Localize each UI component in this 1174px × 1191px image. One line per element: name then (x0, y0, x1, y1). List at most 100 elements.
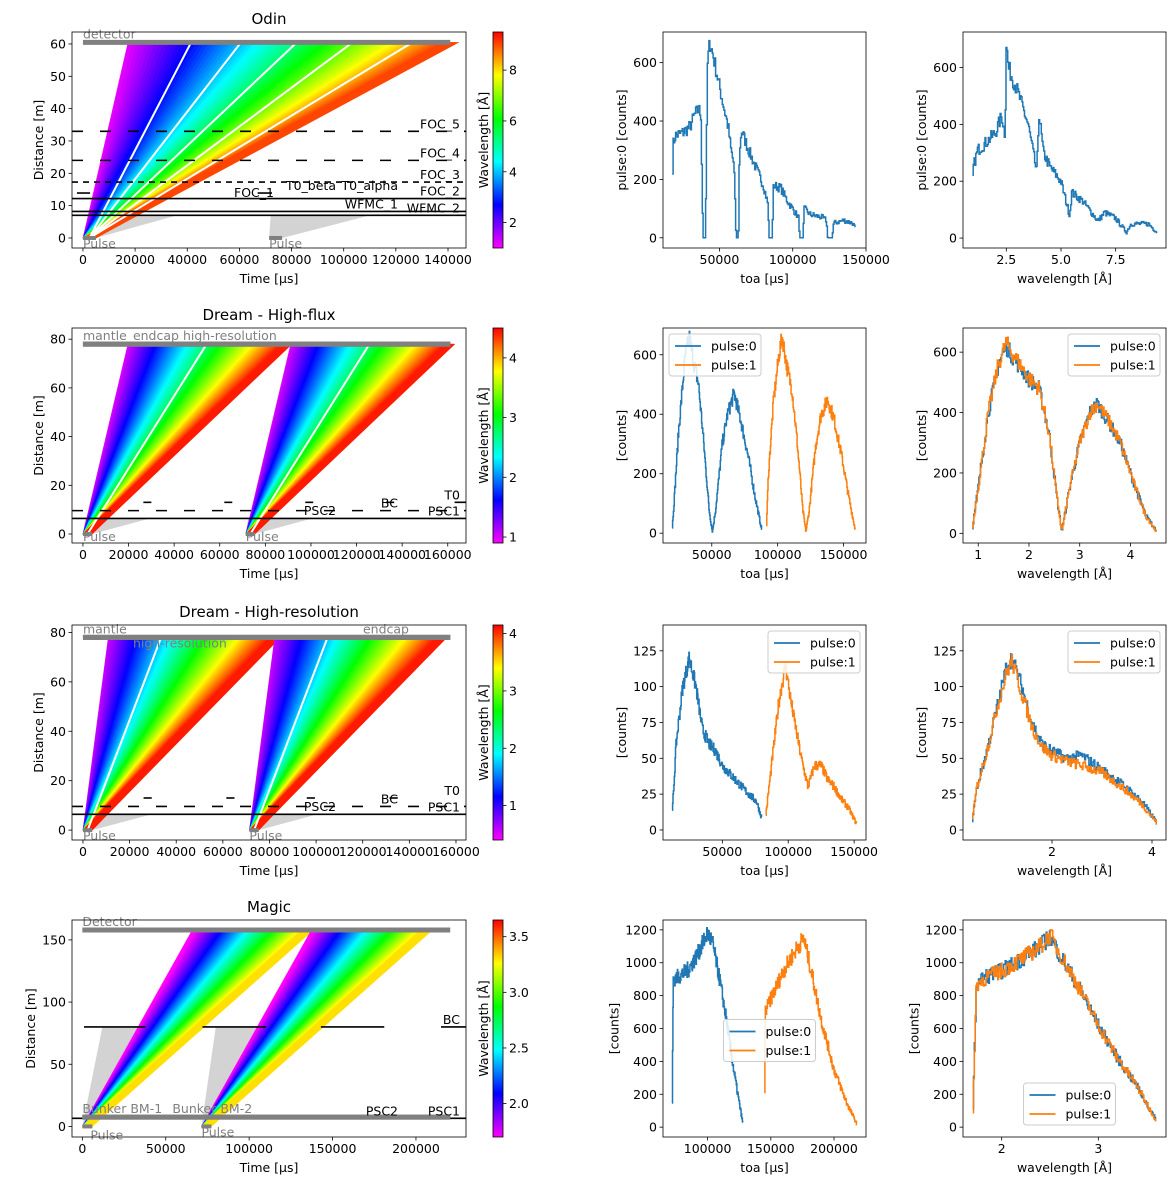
detector-label: high-resolution (133, 635, 227, 650)
y-tick-label: 200 (933, 465, 957, 480)
axes-frame (71, 919, 467, 1138)
legend: pulse:0 pulse:1 (668, 333, 762, 377)
frame-gap-line (88, 41, 242, 239)
legend: pulse:0 pulse:1 (723, 1019, 816, 1062)
y-tick-label: 600 (933, 1021, 957, 1036)
colorbar-tick-label: 6 (509, 113, 517, 128)
histogram-panel: 50000 100000 150000 0 25 50 75 100 125 toa [µs] [c… (614, 624, 878, 878)
y-tick-label: 200 (933, 174, 957, 189)
x-tick-label: 140000 (424, 252, 472, 267)
x-tick-label: 150000 (842, 252, 890, 267)
panel-title: Dream - High-resolution (179, 603, 359, 621)
colorbar-tick-label: 2 (509, 741, 517, 756)
y-tick-label: 200 (933, 1087, 957, 1102)
y-tick-label: 125 (933, 643, 957, 658)
colorbar-label: Wavelength [Å] (476, 387, 491, 483)
colorbar-scale (492, 31, 504, 249)
x-tick-label: 100000 (320, 252, 368, 267)
panel-title: Magic (247, 898, 291, 916)
chopper-label: BC (443, 1012, 460, 1027)
colorbar-tick-label: 1 (509, 798, 517, 813)
pulse-label: Pulse (249, 828, 282, 843)
component-labels: BC PSC1 PSC2 Detector Bunker BM-1 Bunker BM-2… (82, 914, 460, 1142)
colorbar-tick-label: 3.0 (509, 985, 529, 1000)
x-tick-label: 100000 (292, 844, 340, 859)
series-line-pulse-1 (765, 660, 858, 825)
legend: pulse:0 pulse:1 (1023, 1082, 1116, 1126)
x-tick-label: 20000 (110, 844, 150, 859)
component-labels: T0 BC PSC1 PSC2 mantle endcap high-resolution P… (83, 621, 460, 843)
y-tick-label: 200 (633, 1087, 657, 1102)
x-tick-label: 2 (1048, 844, 1056, 859)
y-tick-label: 60 (50, 380, 66, 395)
y-axis-label: Distance [m] (31, 395, 46, 476)
series-line-pulse-1 (972, 929, 1157, 1122)
pulse-label: Pulse (269, 236, 302, 251)
legend: pulse:0 pulse:1 (767, 630, 861, 674)
x-tick-label: 150000 (309, 1141, 357, 1156)
x-tick-label: 4 (1148, 844, 1156, 859)
y-tick-label: 0 (649, 822, 657, 837)
y-tick-label: 40 (50, 724, 66, 739)
y-tick-label: 20 (50, 166, 66, 181)
frame-gap-line (86, 636, 163, 831)
chopper-label: BC (381, 791, 398, 806)
y-tick-label: 0 (58, 1119, 66, 1134)
y-tick-label: 30 (50, 133, 66, 148)
y-tick-label: 100 (42, 995, 66, 1010)
x-tick-label: 120000 (339, 844, 387, 859)
plot-area (72, 634, 466, 833)
axes-frame (71, 31, 467, 249)
x-tick-label: 160000 (432, 844, 480, 859)
x-tick-label: 50000 (692, 547, 732, 562)
x-tick-label: 60000 (203, 844, 243, 859)
colorbar-tick-label: 4 (509, 350, 517, 365)
colorbar-tick-label: 3 (509, 410, 517, 425)
colorbar-scale (492, 327, 504, 544)
colorbar-tick-label: 4 (509, 164, 517, 179)
y-tick-label: 60 (50, 674, 66, 689)
x-axis-label: toa [µs] (740, 863, 788, 878)
x-tick-label: 20000 (109, 547, 149, 562)
y-axis-label: pulse:0 [counts] (914, 89, 929, 190)
legend-label: pulse:0 (1110, 339, 1156, 354)
colorbar-label: Wavelength [Å] (476, 92, 491, 188)
y-tick-label: 0 (949, 1120, 957, 1135)
chopper-label: FOC_1 (234, 185, 274, 200)
y-tick-label: 600 (933, 60, 957, 75)
series-line-pulse-1 (972, 336, 1157, 532)
y-tick-label: 60 (50, 36, 66, 51)
y-tick-label: 10 (50, 198, 66, 213)
y-tick-label: 1200 (925, 922, 957, 937)
y-axis-label: pulse:0 [counts] (614, 89, 629, 190)
neutron-rays (245, 343, 456, 535)
y-tick-label: 400 (933, 405, 957, 420)
colorbar-tick-label: 2 (509, 470, 517, 485)
chopper-label: WFMC_2 (407, 200, 460, 215)
y-tick-label: 20 (50, 478, 66, 493)
y-axis-label: [counts] (914, 707, 929, 759)
legend-label: pulse:1 (1110, 655, 1156, 670)
histogram-panel: 2.5 5.0 7.5 0 200 400 600 wavelength [Å] pulse:0… (914, 31, 1167, 286)
colorbar: 2.0 2.5 3.0 3.5 Wavelength [Å] (476, 919, 529, 1138)
x-tick-label: 140000 (378, 547, 426, 562)
x-tick-label: 40000 (154, 547, 194, 562)
detector-label: Detector (82, 914, 137, 929)
legend-label: pulse:1 (1066, 1107, 1112, 1122)
chopper-label: FOC_2 (420, 184, 460, 199)
x-tick-label: 5.0 (1051, 252, 1071, 267)
plot-area (72, 927, 466, 1129)
frame-gap-line (86, 343, 208, 535)
y-tick-label: 1200 (625, 922, 657, 937)
colorbar-label: Wavelength [Å] (476, 684, 491, 780)
y-axis-label: [counts] (614, 410, 629, 462)
y-tick-label: 400 (633, 1054, 657, 1069)
axes-frame (71, 327, 467, 544)
chopper-label: T0 (443, 487, 460, 502)
y-axis-label: [counts] (907, 1003, 922, 1055)
legend-label: pulse:0 (1066, 1088, 1112, 1103)
y-tick-label: 80 (50, 625, 66, 640)
neutron-rays (248, 636, 448, 831)
